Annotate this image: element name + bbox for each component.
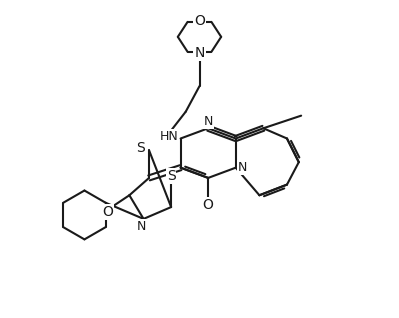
- Text: S: S: [167, 169, 176, 183]
- Text: O: O: [203, 198, 213, 212]
- Text: O: O: [103, 205, 114, 219]
- Text: S: S: [136, 142, 145, 156]
- Text: N: N: [137, 220, 146, 233]
- Text: O: O: [194, 14, 205, 28]
- Text: N: N: [238, 161, 247, 174]
- Text: HN: HN: [159, 130, 178, 143]
- Text: N: N: [194, 45, 205, 59]
- Text: N: N: [203, 115, 213, 128]
